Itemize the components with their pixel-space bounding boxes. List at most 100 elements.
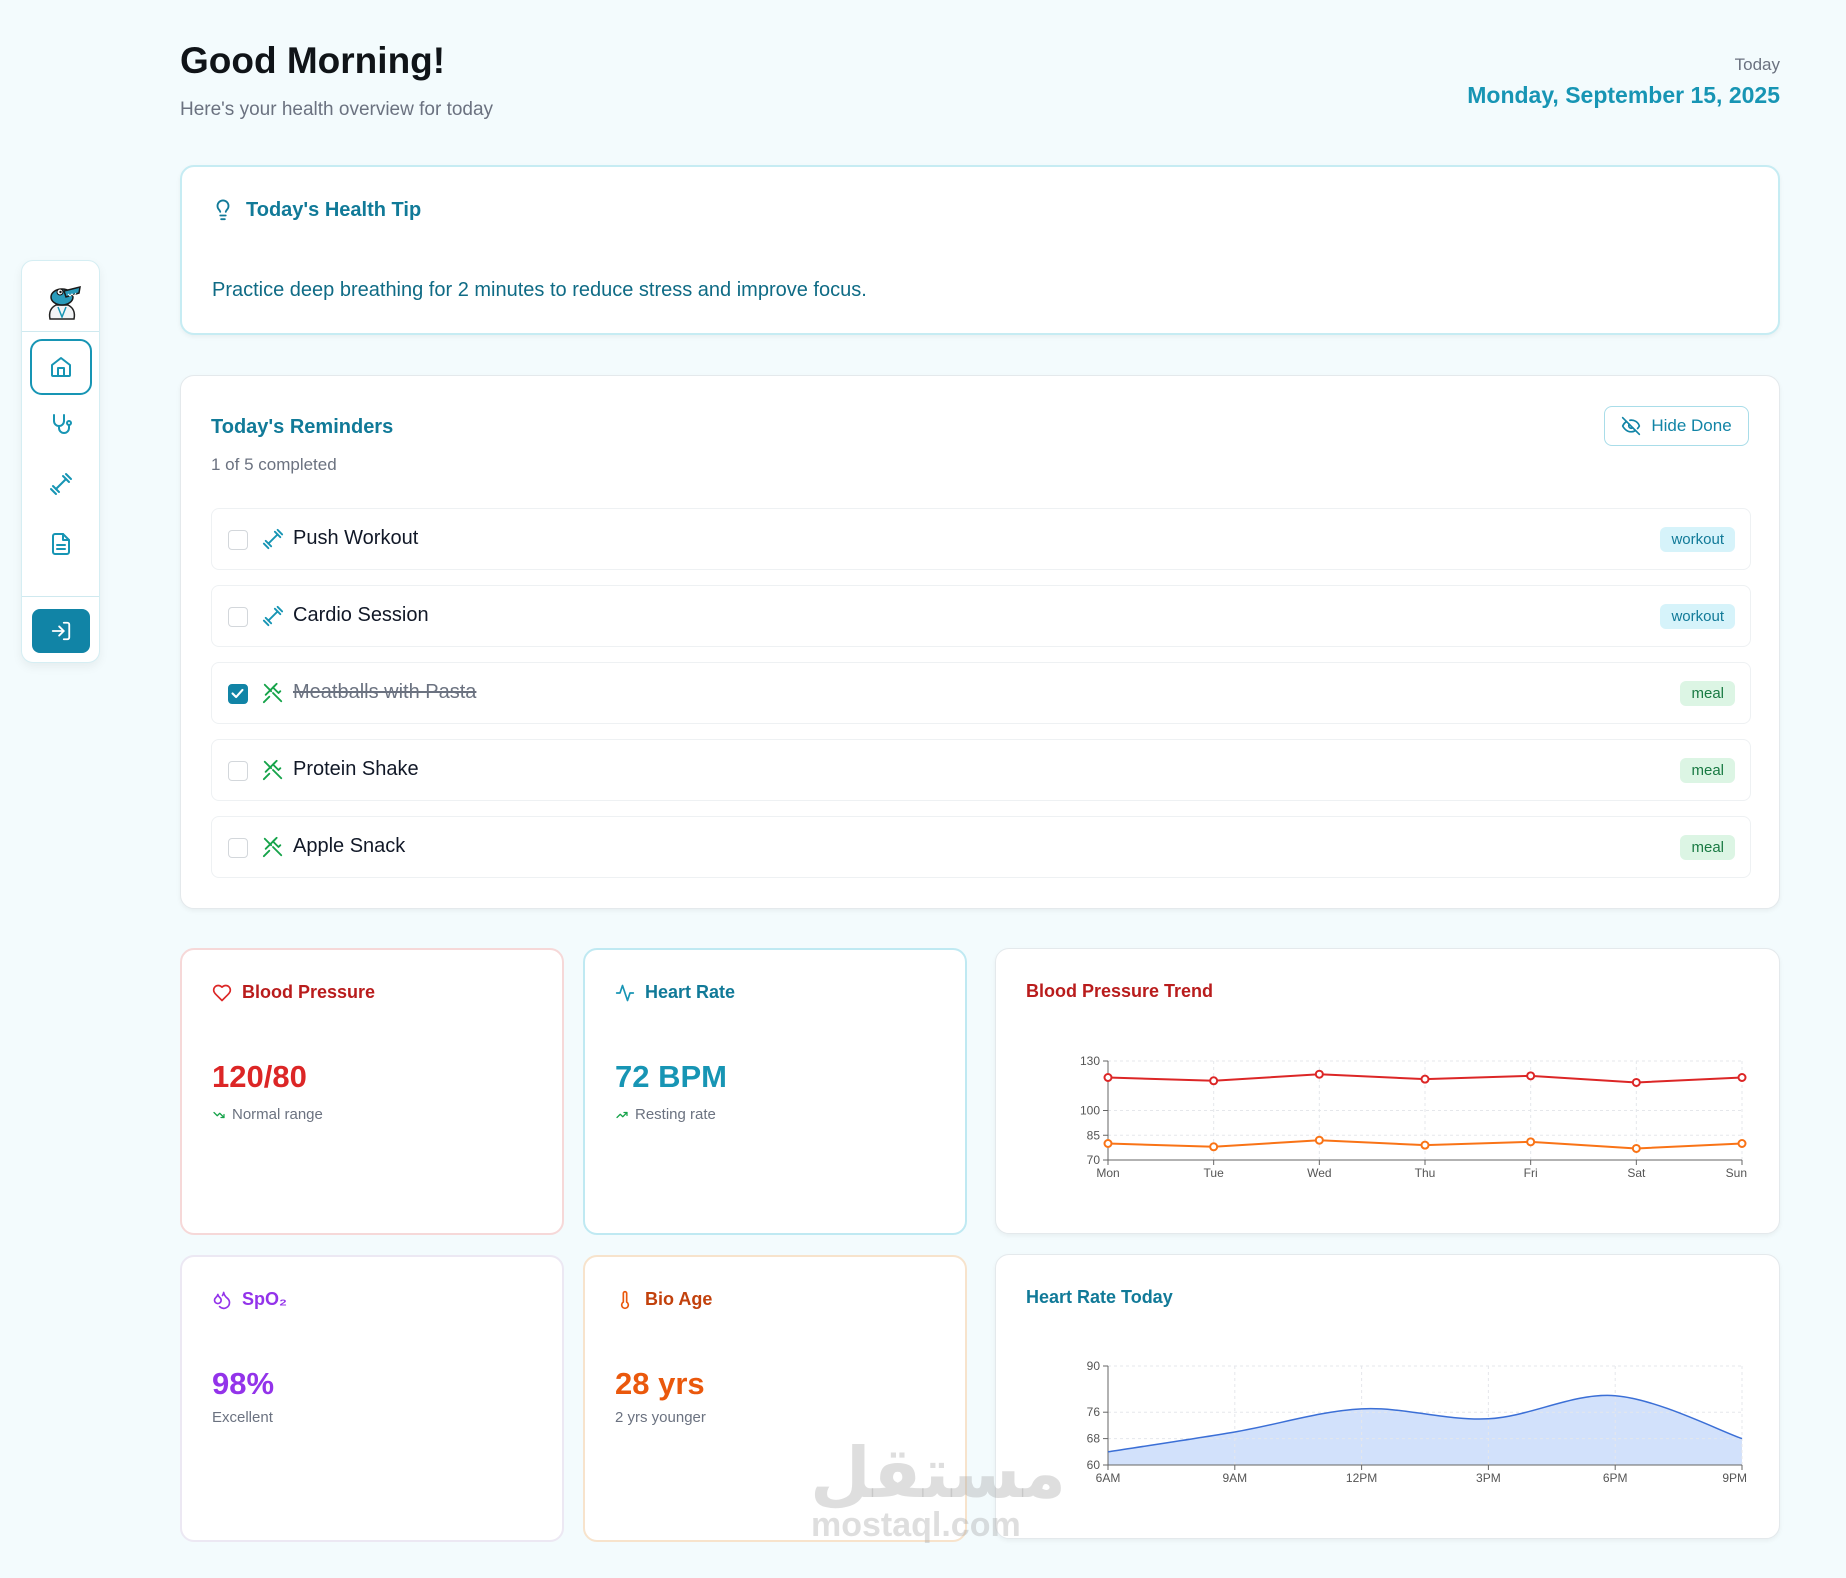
sidebar-item-reports[interactable] [30, 516, 92, 572]
y-tick-label: 76 [1087, 1405, 1101, 1419]
spo2-value: 98% [212, 1366, 275, 1401]
x-tick-label: 6PM [1603, 1471, 1628, 1485]
heart-rate-card: Heart Rate 72 BPM Resting rate [583, 948, 967, 1235]
blood-pressure-trend-chart: 70 85 100 130 Mon Tue Wed Thu Fri Sat Sun [1080, 1054, 1747, 1180]
heart-rate-title: Heart Rate [645, 982, 736, 1002]
x-tick-label: Tue [1204, 1166, 1225, 1180]
blood-pressure-card: Blood Pressure 120/80 Normal range [180, 948, 564, 1235]
dumbbell-icon [262, 605, 284, 627]
reminder-item[interactable]: Push Workout workout [211, 508, 1751, 570]
crocodile-doctor-logo[interactable] [42, 279, 82, 323]
blood-pressure-trend-title: Blood Pressure Trend [1026, 981, 1214, 1001]
x-tick-label: 12PM [1346, 1471, 1377, 1485]
heart-rate-value: 72 BPM [615, 1059, 727, 1094]
spo2-note: Excellent [212, 1409, 273, 1426]
reminder-label: Push Workout [293, 527, 419, 549]
series-line [1107, 1394, 1743, 1453]
today-date: Monday, September 15, 2025 [1467, 82, 1780, 108]
spo2-card: SpO₂ 98% Excellent [180, 1255, 564, 1542]
blood-pressure-trend-card: Blood Pressure Trend 70 85 100 130 Mon Tue Wed… [995, 948, 1780, 1234]
page-subtitle: Here's your health overview for today [180, 99, 494, 120]
bio-age-value: 28 yrs [615, 1366, 705, 1401]
reminder-checkbox[interactable] [228, 530, 248, 550]
x-tick-label: 3PM [1476, 1471, 1501, 1485]
y-tick-label: 68 [1087, 1432, 1101, 1446]
bio-age-card: Bio Age 28 yrs 2 yrs younger [583, 1255, 967, 1542]
sidebar-divider [22, 331, 99, 332]
data-point [1631, 1143, 1641, 1153]
utensils-crossed-icon [262, 836, 283, 858]
home-icon [51, 357, 71, 377]
bio-age-header: Bio Age [615, 1289, 712, 1310]
reminder-item[interactable]: Protein Shake meal [211, 739, 1751, 801]
spo2-title: SpO₂ [242, 1289, 287, 1309]
sidebar-item-home[interactable] [30, 339, 92, 395]
droplets-icon [213, 1291, 231, 1309]
health-tip-card: Today's Health Tip Practice deep breathi… [180, 165, 1780, 335]
reminder-label: Protein Shake [293, 758, 419, 780]
reminder-item[interactable]: Meatballs with Pasta meal [211, 662, 1751, 724]
document-icon [52, 533, 70, 555]
heart-rate-note-text: Resting rate [635, 1106, 716, 1123]
trend-down-icon [213, 1111, 225, 1118]
heart-rate-note: Resting rate [615, 1106, 716, 1123]
health-tip-header: Today's Health Tip [212, 198, 421, 222]
check-icon [231, 688, 244, 699]
reminder-label: Meatballs with Pasta [293, 681, 477, 703]
reminders-title: Today's Reminders [211, 416, 394, 438]
stethoscope-icon [53, 414, 72, 434]
data-point [1737, 1139, 1747, 1148]
heart-rate-today-title: Heart Rate Today [1026, 1287, 1173, 1307]
blood-pressure-note: Normal range [212, 1106, 323, 1123]
x-tick-label: 9AM [1222, 1471, 1247, 1485]
watermark-latin: mostaql.com [811, 1506, 1021, 1544]
sidebar-item-fitness[interactable] [30, 456, 92, 512]
heart-rate-header: Heart Rate [615, 982, 735, 1003]
reminder-tag: workout [1660, 604, 1735, 629]
login-button[interactable] [32, 609, 90, 653]
reminder-checkbox[interactable] [228, 684, 248, 704]
spo2-note-text: Excellent [212, 1409, 273, 1426]
pulse-icon [615, 984, 635, 1001]
reminder-checkbox[interactable] [228, 838, 248, 858]
x-tick-label: Wed [1307, 1166, 1331, 1180]
reminder-checkbox[interactable] [228, 607, 248, 627]
reminder-tag: meal [1680, 758, 1735, 783]
reminder-checkbox[interactable] [228, 761, 248, 781]
data-point [1103, 1139, 1113, 1148]
sidebar-item-health[interactable] [30, 396, 92, 452]
reminder-label: Apple Snack [293, 835, 406, 857]
x-tick-label: 9PM [1722, 1471, 1747, 1485]
bio-age-note-text: 2 yrs younger [615, 1409, 706, 1426]
area-fill [1108, 1395, 1742, 1465]
lightbulb-icon [216, 199, 230, 221]
data-point [1526, 1071, 1536, 1081]
utensils-crossed-icon [262, 682, 283, 704]
y-tick-label: 130 [1080, 1054, 1100, 1068]
login-icon [51, 621, 71, 641]
data-point [1209, 1076, 1219, 1086]
reminders-card: Today's Reminders 1 of 5 completed Hide … [180, 375, 1780, 909]
blood-pressure-note-text: Normal range [232, 1106, 323, 1123]
reminders-count: 1 of 5 completed [211, 455, 337, 474]
x-tick-label: Sun [1726, 1166, 1747, 1180]
x-tick-label: Thu [1415, 1166, 1436, 1180]
bio-age-note: 2 yrs younger [615, 1409, 706, 1426]
reminder-tag: workout [1660, 527, 1735, 552]
reminder-item[interactable]: Cardio Session workout [211, 585, 1751, 647]
sidebar [21, 260, 100, 663]
eye-off-icon [1622, 416, 1641, 436]
reminder-item[interactable]: Apple Snack meal [211, 816, 1751, 878]
y-tick-label: 90 [1087, 1359, 1101, 1373]
watermark-arabic: مستقل [810, 1432, 1067, 1514]
spo2-header: SpO₂ [212, 1289, 287, 1310]
heart-icon [212, 984, 232, 1001]
data-point [1420, 1140, 1430, 1150]
x-tick-label: 6AM [1096, 1471, 1121, 1485]
reminders-list: Push Workout workout Cardio Session workout… [211, 508, 1751, 893]
health-tip-title: Today's Health Tip [246, 198, 422, 221]
dumbbell-icon [50, 473, 72, 495]
x-tick-label: Fri [1524, 1166, 1538, 1180]
utensils-crossed-icon [262, 759, 283, 781]
hide-done-button[interactable]: Hide Done [1604, 406, 1749, 446]
